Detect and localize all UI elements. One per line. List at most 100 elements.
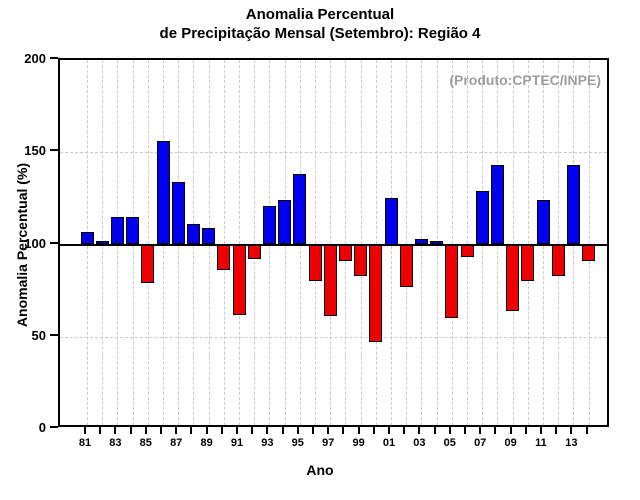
y-tick-label: 0 (38, 420, 46, 435)
gridline-vertical (467, 60, 468, 425)
bar-86 (156, 141, 170, 245)
gridline-horizontal (60, 152, 607, 154)
x-axis-tick (281, 427, 284, 434)
bar-90 (217, 244, 231, 271)
x-tick-label: 99 (352, 437, 365, 449)
x-tick-label: 87 (170, 437, 183, 449)
x-axis-tick (190, 427, 193, 434)
y-tick-label: 200 (24, 51, 46, 66)
x-tick-label: 89 (200, 437, 213, 449)
bar-14 (582, 244, 596, 262)
x-tick-label: 13 (565, 437, 578, 449)
gridline-vertical (360, 60, 362, 425)
bar-08 (490, 165, 504, 245)
bar-96 (308, 244, 322, 282)
bar-82 (95, 240, 109, 245)
gridline-vertical (451, 60, 453, 425)
chart-title-line2: de Precipitação Mensal (Setembro): Regiã… (159, 25, 481, 42)
x-axis-tick (327, 427, 330, 434)
x-axis-tick (175, 427, 178, 434)
x-axis-tick (540, 427, 542, 434)
x-axis-tick (160, 427, 162, 434)
x-tick-label: 97 (322, 437, 335, 449)
x-axis-tick (220, 427, 223, 434)
x-tick-label: 81 (78, 437, 92, 449)
x-axis-tick (388, 427, 390, 434)
chart-title: Anomalia Percentual de Precipitação Mens… (0, 5, 640, 43)
bar-00 (369, 244, 383, 343)
y-axis-tick (50, 241, 58, 244)
bar-97 (323, 244, 337, 317)
x-tick-label: 93 (261, 437, 274, 449)
x-axis-tick (129, 427, 132, 434)
x-axis-tick (312, 427, 314, 434)
bar-06 (460, 244, 474, 258)
x-axis-tick (448, 427, 451, 434)
gridline-vertical (330, 60, 332, 425)
bar-12 (551, 244, 565, 276)
bar-07 (475, 190, 489, 245)
gridline-vertical (239, 60, 240, 425)
x-axis-tick (433, 427, 436, 434)
bar-10 (521, 244, 535, 282)
x-axis-tick (494, 427, 497, 434)
x-axis-tick (251, 427, 254, 434)
x-tick-label: 05 (443, 437, 456, 449)
product-annotation: (Produto:CPTEC/INPE) (449, 72, 601, 88)
bar-05 (445, 244, 459, 319)
bar-11 (536, 200, 550, 245)
gridline-vertical (512, 60, 514, 425)
x-axis-tick (342, 427, 345, 434)
gridline-vertical (147, 60, 149, 425)
x-axis-title: Ano (306, 462, 334, 478)
x-axis-tick (570, 427, 573, 434)
plot-area: (Produto:CPTEC/INPE) (58, 58, 609, 427)
bar-87 (171, 181, 185, 245)
gridline-vertical (588, 60, 590, 425)
x-tick-label: 09 (504, 437, 517, 449)
chart-title-line1: Anomalia Percentual (245, 6, 395, 23)
x-tick-label: 85 (139, 437, 152, 449)
x-tick-label: 01 (382, 437, 396, 449)
x-axis-tick (99, 427, 102, 434)
bar-95 (293, 174, 307, 245)
x-axis-tick (524, 427, 527, 434)
bar-94 (278, 200, 292, 245)
gridline-vertical (254, 60, 256, 425)
bar-83 (110, 216, 124, 245)
x-axis-tick (372, 427, 375, 434)
x-axis-tick (464, 427, 466, 434)
gridline-horizontal (60, 336, 607, 338)
y-axis-tick (50, 149, 58, 152)
bar-09 (506, 244, 520, 311)
bar-81 (80, 231, 94, 245)
y-axis-tick (50, 333, 58, 336)
bar-84 (126, 216, 140, 245)
bar-91 (232, 244, 246, 315)
bar-89 (202, 227, 216, 245)
y-tick-label: 100 (24, 235, 46, 251)
x-tick-label: 83 (109, 437, 122, 449)
bar-04 (430, 240, 444, 245)
gridline-vertical (345, 60, 347, 425)
gridline-vertical (315, 60, 316, 425)
gridline-vertical (375, 60, 377, 425)
gridline-vertical (527, 60, 529, 425)
x-axis-tick (509, 427, 512, 434)
x-tick-label: 95 (291, 437, 304, 449)
x-axis-tick (205, 427, 208, 434)
x-axis-tick (585, 427, 588, 434)
bar-85 (141, 244, 155, 284)
x-tick-label: 11 (535, 437, 547, 449)
x-axis-tick (296, 427, 299, 434)
bar-88 (186, 224, 200, 245)
x-axis-tick (236, 427, 238, 434)
x-tick-label: 03 (413, 437, 426, 449)
x-tick-label: 91 (230, 437, 244, 449)
x-axis-tick (84, 427, 86, 434)
x-axis-tick (418, 427, 421, 434)
x-axis-tick (266, 427, 269, 434)
gridline-vertical (558, 60, 560, 425)
bar-98 (338, 244, 352, 262)
